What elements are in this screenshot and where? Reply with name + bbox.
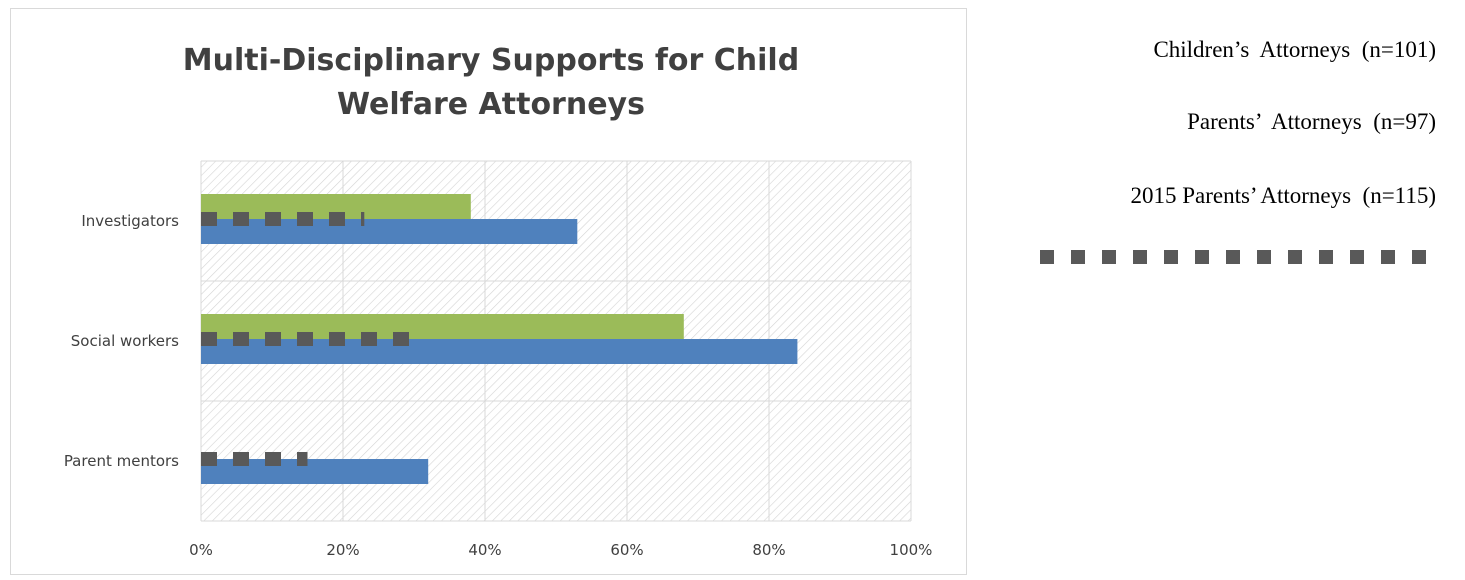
x-tick-label: 60%	[610, 541, 643, 559]
x-tick-label: 20%	[326, 541, 359, 559]
x-tick-label: 40%	[468, 541, 501, 559]
category-label: Parent mentors	[64, 452, 179, 470]
x-tick-label: 80%	[752, 541, 785, 559]
chart-title-line-1: Multi-Disciplinary Supports for Child	[182, 43, 800, 78]
bar-childrens-attorneys	[201, 314, 684, 339]
plot-area: 0% 20% 40% 60% 80% 100% Investigators Social wo…	[64, 160, 933, 559]
chart-title-line-2: Welfare Attorneys	[337, 87, 645, 122]
category-label: Social workers	[71, 332, 179, 350]
chart-area: Multi-Disciplinary Supports for Child We…	[10, 8, 967, 575]
x-tick-label: 100%	[890, 541, 933, 559]
bar-parents-attorneys	[201, 219, 578, 244]
legend-entry-childrens-attorneys: Children’s Attorneys (n=101)	[1153, 37, 1436, 62]
legend-swatch-2015-dotted	[1040, 250, 1436, 264]
category-label: Investigators	[81, 212, 179, 230]
x-tick-label: 0%	[189, 541, 213, 559]
bar-parents-attorneys	[201, 339, 798, 364]
chart-title: Multi-Disciplinary Supports for Child We…	[51, 39, 931, 127]
legend-entry-2015-parents-attorneys: 2015 Parents’ Attorneys (n=115)	[1130, 183, 1436, 208]
legend-entry-parents-attorneys: Parents’ Attorneys (n=97)	[1187, 109, 1436, 134]
